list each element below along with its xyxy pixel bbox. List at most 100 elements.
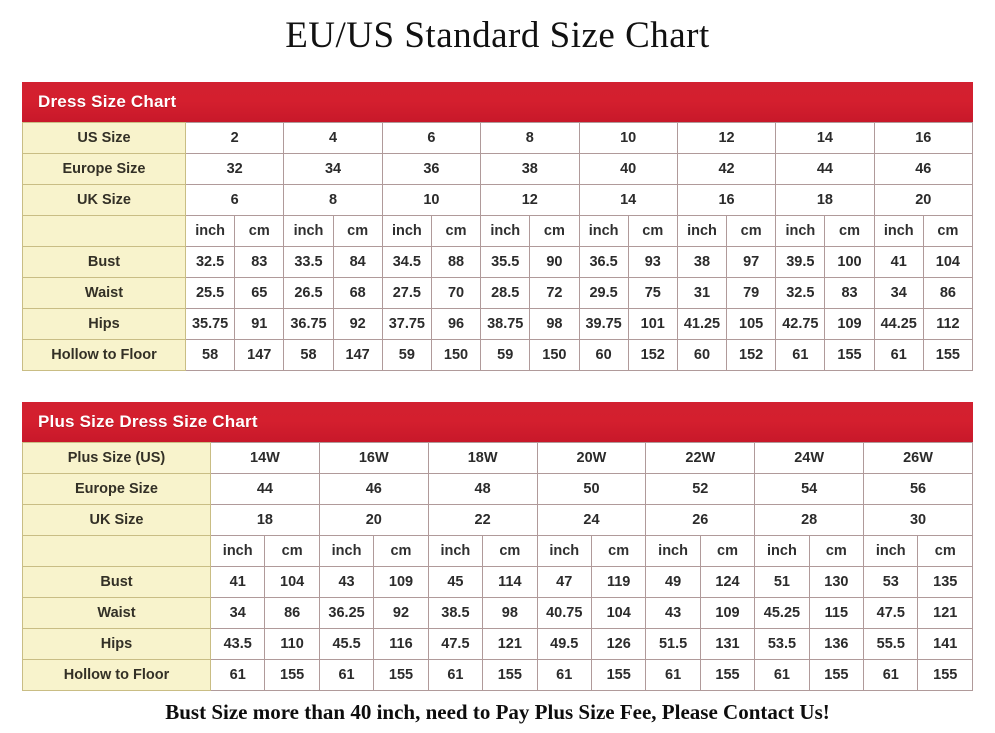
row-label: UK Size <box>22 184 186 216</box>
measure-cell-inch: 32.5 <box>184 246 236 278</box>
unit-header-inch: inch <box>283 215 334 247</box>
measure-cell-inch: 28.5 <box>480 277 531 309</box>
measure-cell-inch: 25.5 <box>184 277 236 309</box>
table-row: Bust 32.5 83 33.5 84 34.5 88 35.5 90 36.5 93 38 97 39… <box>22 246 974 278</box>
table-row: Waist 25.5 65 26.5 68 27.5 70 28.5 72 29.5 75 31 79 3… <box>22 277 974 309</box>
unit-header-cm: cm <box>917 535 973 567</box>
measure-cell-cm: 88 <box>430 246 482 278</box>
size-cell: 6 <box>381 122 482 154</box>
unit-header-cm: cm <box>808 535 865 567</box>
measure-cell-inch: 35.75 <box>184 308 236 340</box>
unit-header-inch: inch <box>754 535 810 567</box>
size-cell: 48 <box>427 473 538 505</box>
measure-cell-cm: 119 <box>590 566 647 598</box>
size-table: US Size 2 4 6 8 10 12 14 16 Europe Size 32 34 36 38 40… <box>22 122 974 371</box>
row-label: UK Size <box>22 504 211 536</box>
unit-header-cm: cm <box>430 215 482 247</box>
measure-cell-inch: 26.5 <box>283 277 334 309</box>
measure-cell-cm: 84 <box>332 246 383 278</box>
unit-header-inch: inch <box>209 535 266 567</box>
measure-cell-inch: 39.75 <box>578 308 629 340</box>
size-cell: 16W <box>318 442 429 474</box>
size-cell: 52 <box>645 473 756 505</box>
measure-cell-cm: 131 <box>699 628 756 660</box>
size-cell: 26 <box>645 504 756 536</box>
measure-cell-inch: 27.5 <box>381 277 432 309</box>
measure-cell-inch: 53.5 <box>754 628 810 660</box>
measure-cell-cm: 104 <box>590 597 647 629</box>
size-cell: 6 <box>184 184 285 216</box>
size-cell: 16 <box>676 184 777 216</box>
measure-cell-inch: 47 <box>536 566 592 598</box>
measure-cell-cm: 155 <box>917 659 973 691</box>
table-row: Plus Size (US) 14W 16W 18W 20W 22W 24W 26W <box>22 442 973 474</box>
measure-cell-cm: 121 <box>917 597 973 629</box>
measure-cell-inch: 61 <box>427 659 484 691</box>
measure-cell-inch: 59 <box>381 339 432 371</box>
size-cell: 40 <box>578 153 678 185</box>
unit-header-cm: cm <box>332 215 383 247</box>
measure-cell-inch: 33.5 <box>283 246 334 278</box>
measure-cell-cm: 72 <box>529 277 580 309</box>
table-row: Hips 43.5 110 45.5 116 47.5 121 49.5 126 51.5 131 5… <box>22 628 973 660</box>
measure-cell-cm: 90 <box>529 246 580 278</box>
size-cell: 20W <box>536 442 647 474</box>
size-cell: 38 <box>480 153 580 185</box>
size-cell: 44 <box>210 473 320 505</box>
table-row: Europe Size 44 46 48 50 52 54 56 <box>22 473 973 505</box>
size-cell: 46 <box>873 153 974 185</box>
row-label: Hollow to Floor <box>22 339 186 371</box>
unit-header-cm: cm <box>922 215 974 247</box>
measure-cell-cm: 86 <box>264 597 320 629</box>
size-cell: 24 <box>536 504 647 536</box>
measure-cell-inch: 34.5 <box>381 246 432 278</box>
measure-cell-inch: 61 <box>775 339 826 371</box>
measure-cell-cm: 105 <box>726 308 777 340</box>
size-cell: 14 <box>775 122 875 154</box>
measure-cell-cm: 104 <box>922 246 974 278</box>
unit-header-inch: inch <box>318 535 375 567</box>
measure-cell-inch: 45 <box>427 566 484 598</box>
measure-cell-cm: 109 <box>373 566 429 598</box>
measure-cell-inch: 61 <box>209 659 266 691</box>
measure-cell-cm: 152 <box>627 339 678 371</box>
measure-cell-cm: 110 <box>264 628 320 660</box>
size-cell: 12 <box>480 184 580 216</box>
measure-cell-cm: 109 <box>699 597 756 629</box>
unit-header-inch: inch <box>427 535 484 567</box>
size-cell: 10 <box>381 184 482 216</box>
measure-cell-inch: 37.75 <box>381 308 432 340</box>
row-label: US Size <box>22 122 186 154</box>
measure-cell-inch: 41.25 <box>676 308 728 340</box>
measure-cell-cm: 98 <box>529 308 580 340</box>
blank-corner-cell <box>22 535 211 567</box>
size-cell: 2 <box>184 122 285 154</box>
measure-cell-inch: 34 <box>209 597 266 629</box>
measure-cell-cm: 98 <box>482 597 538 629</box>
measure-cell-inch: 32.5 <box>775 277 826 309</box>
measure-cell-cm: 124 <box>699 566 756 598</box>
measure-cell-cm: 155 <box>373 659 429 691</box>
size-cell: 14W <box>210 442 320 474</box>
size-cell: 20 <box>318 504 429 536</box>
unit-header-inch: inch <box>381 215 432 247</box>
chart-block-2: Plus Size Dress Size Chart Plus Size (US)… <box>22 402 973 691</box>
measure-cell-cm: 93 <box>627 246 678 278</box>
measure-cell-cm: 121 <box>482 628 538 660</box>
measure-cell-inch: 38.75 <box>480 308 531 340</box>
footer-note: Bust Size more than 40 inch, need to Pay… <box>165 700 830 724</box>
measure-cell-cm: 155 <box>264 659 320 691</box>
measure-cell-cm: 155 <box>808 659 865 691</box>
measure-cell-inch: 34 <box>873 277 924 309</box>
measure-cell-inch: 61 <box>645 659 701 691</box>
measure-cell-cm: 86 <box>922 277 974 309</box>
size-cell: 12 <box>676 122 777 154</box>
measure-cell-cm: 101 <box>627 308 678 340</box>
unit-header-cm: cm <box>726 215 777 247</box>
size-cell: 42 <box>676 153 777 185</box>
blank-corner-cell <box>22 215 186 247</box>
size-cell: 50 <box>536 473 647 505</box>
measure-cell-inch: 43 <box>645 597 701 629</box>
table-row: Hips 35.75 91 36.75 92 37.75 96 38.75 98 39.75 101… <box>22 308 974 340</box>
unit-header-inch: inch <box>184 215 236 247</box>
